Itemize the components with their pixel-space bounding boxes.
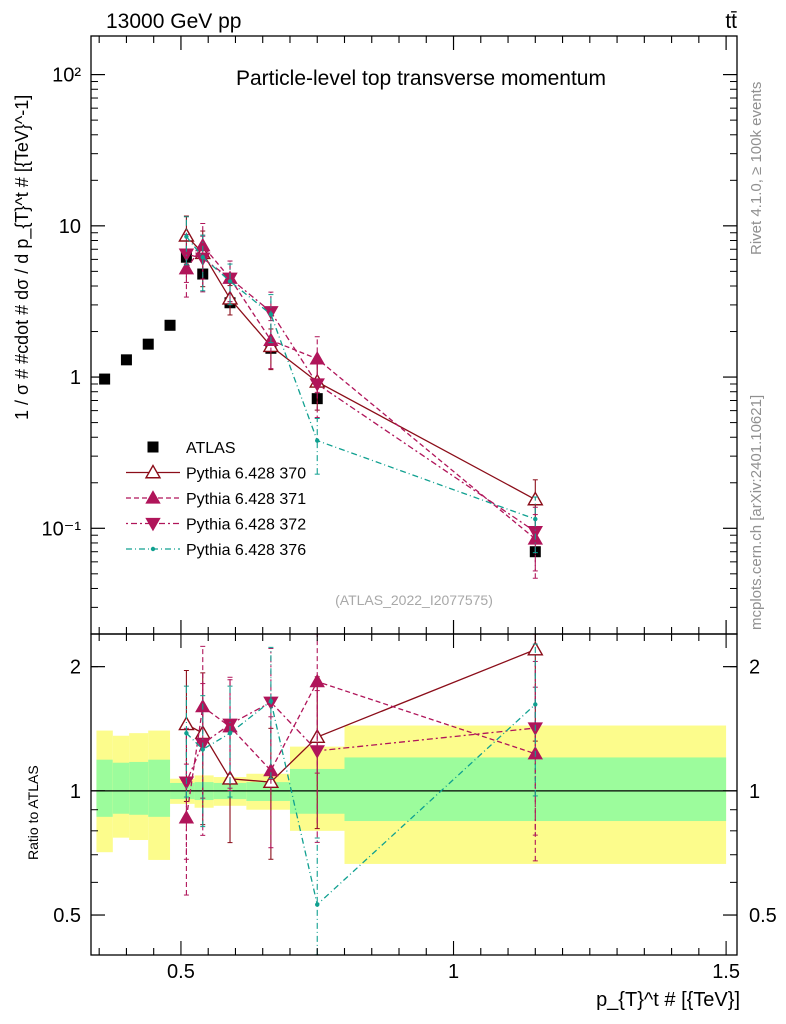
main-plot-area — [99, 215, 544, 579]
main-point-376 — [227, 279, 233, 284]
ratio-y-tick-label-right: 1 — [749, 781, 760, 803]
ratio-line-371 — [185, 680, 536, 818]
ratio-band-inner — [148, 759, 171, 817]
legend: ATLAS Pythia 6.428 370 Pythia 6.428 371 Pyt… — [126, 440, 306, 559]
header-left-label: 13000 GeV pp — [106, 10, 241, 33]
ratio-plot-area — [91, 633, 737, 956]
mcplots-reference-label: mcplots.cern.ch [arXiv:2401.10621] — [748, 395, 765, 630]
main-panel: 10⁻¹ 1 10 10² Particle-level top transverse… — [12, 35, 738, 635]
main-point-371 — [309, 351, 325, 365]
x-axis-label: p_{T}^t # [{TeV}] — [596, 989, 740, 1011]
main-point-376 — [533, 516, 538, 522]
ratio-y-tick-label-right: 2 — [749, 657, 760, 679]
ratio-axes: 0.5 0.5 1 1 2 2 0.5 1 1.5 — [53, 634, 777, 983]
main-point-ATLAS — [142, 338, 154, 350]
main-point-376 — [200, 255, 205, 260]
main-point-372 — [309, 378, 325, 392]
x-tick-label: 0.5 — [167, 961, 195, 983]
main-y-tick-label: 10² — [52, 65, 81, 87]
ratio-point-376 — [315, 902, 320, 907]
analysis-watermark: (ATLAS_2022_I2077575) — [335, 592, 493, 608]
ratio-point-376 — [200, 747, 205, 752]
main-point-ATLAS — [120, 354, 132, 366]
legend-label-370: Pythia 6.428 370 — [186, 466, 306, 483]
main-y-tick-label: 10⁻¹ — [42, 518, 82, 540]
legend-label-371: Pythia 6.428 371 — [186, 491, 306, 508]
ratio-frame — [90, 633, 738, 956]
ratio-band-inner — [246, 782, 290, 801]
ratio-point-376 — [227, 730, 233, 736]
ratio-line-372 — [185, 701, 536, 783]
ratio-band-inner — [96, 759, 113, 817]
ratio-y-tick-label-left: 0.5 — [53, 905, 81, 927]
legend-marker-371 — [145, 490, 161, 504]
legend-label-376: Pythia 6.428 376 — [186, 542, 306, 559]
x-tick-label: 1 — [448, 961, 459, 983]
ratio-y-tick-label-right: 0.5 — [749, 905, 777, 927]
main-y-tick-label: 1 — [70, 367, 81, 389]
legend-marker-376 — [150, 546, 156, 552]
main-point-376 — [268, 312, 274, 317]
ratio-point-376 — [533, 702, 538, 707]
main-point-ATLAS — [99, 373, 111, 385]
ratio-line-376 — [185, 699, 536, 906]
ratio-point-376 — [268, 698, 274, 704]
legend-marker-370 — [144, 464, 162, 479]
ratio-y-tick-label-left: 1 — [70, 781, 81, 803]
rivet-version-label: Rivet 4.1.0, ≥ 100k events — [748, 82, 765, 255]
ratio-panel: 0.5 0.5 1 1 2 2 0.5 1 1.5 Ratio to ATLAS p_{T}^t… — [25, 633, 777, 1011]
header-right-label: tt̄ — [725, 10, 737, 33]
main-line-376 — [185, 236, 536, 520]
legend-marker-372 — [145, 517, 161, 532]
main-point-376 — [315, 438, 320, 443]
x-tick-label: 1.5 — [712, 961, 740, 983]
ratio-point-376 — [184, 730, 189, 736]
legend-label-372: Pythia 6.428 372 — [186, 517, 306, 534]
legend-marker-ATLAS — [147, 441, 159, 453]
main-y-axis-label: 1 / σ # #cdot # dσ / d p_{T}^t # [{TeV}^… — [12, 95, 33, 420]
legend-label-ATLAS: ATLAS — [186, 440, 236, 457]
ratio-band-inner — [112, 762, 130, 814]
main-point-376 — [184, 234, 189, 239]
main-y-tick-label: 10 — [59, 216, 81, 238]
ratio-point-371 — [309, 673, 325, 688]
ratio-band-inner — [129, 761, 149, 815]
ratio-point-372 — [309, 745, 325, 759]
chart-title: Particle-level top transverse momentum — [236, 67, 606, 90]
main-line-371 — [185, 244, 536, 540]
main-point-ATLAS — [164, 319, 176, 331]
main-axes: 10⁻¹ 1 10 10² — [42, 36, 737, 634]
ratio-y-axis-label: Ratio to ATLAS — [25, 765, 41, 860]
ratio-y-tick-label-left: 2 — [70, 657, 81, 679]
main-line-370 — [185, 235, 536, 501]
